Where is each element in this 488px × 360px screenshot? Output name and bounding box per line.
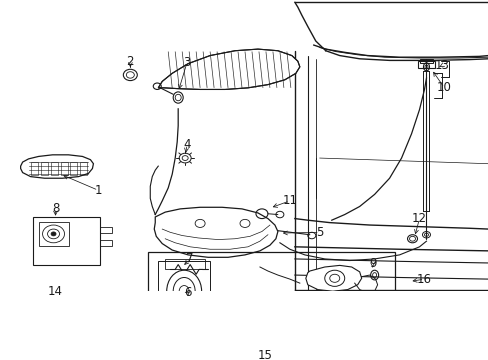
Polygon shape [158, 49, 299, 90]
Ellipse shape [51, 232, 56, 236]
Bar [417, 61, 435, 68]
Text: 3: 3 [183, 55, 190, 68]
Ellipse shape [179, 285, 189, 297]
Text: 11: 11 [282, 194, 297, 207]
Text: 6: 6 [184, 286, 191, 299]
Bar [41, 162, 47, 175]
Bar [419, 59, 432, 63]
Text: 4: 4 [183, 138, 190, 151]
Text: 12: 12 [411, 212, 426, 225]
Bar [31, 162, 38, 175]
Bar [158, 261, 210, 321]
Bar [100, 227, 112, 233]
Text: 2: 2 [126, 55, 134, 68]
Polygon shape [305, 265, 361, 291]
Bar [100, 239, 112, 246]
Bar [148, 252, 394, 354]
Bar [165, 259, 204, 269]
Text: 5: 5 [315, 226, 323, 239]
Bar [61, 162, 67, 175]
Bar [50, 162, 58, 175]
Text: 7: 7 [186, 252, 194, 265]
Text: 13: 13 [434, 59, 449, 72]
Text: 14: 14 [48, 285, 63, 298]
Polygon shape [29, 295, 75, 315]
Text: 15: 15 [257, 349, 272, 360]
Bar [81, 162, 87, 175]
Bar [42, 303, 61, 311]
Text: 1: 1 [95, 184, 102, 197]
Bar [70, 162, 77, 175]
Text: 9: 9 [368, 257, 376, 270]
Bar [33, 217, 100, 265]
Bar [39, 222, 68, 246]
Text: 16: 16 [416, 273, 431, 285]
Text: 10: 10 [436, 81, 451, 94]
Ellipse shape [166, 270, 201, 312]
Polygon shape [154, 207, 277, 257]
Polygon shape [20, 155, 93, 178]
Text: 8: 8 [52, 202, 59, 215]
